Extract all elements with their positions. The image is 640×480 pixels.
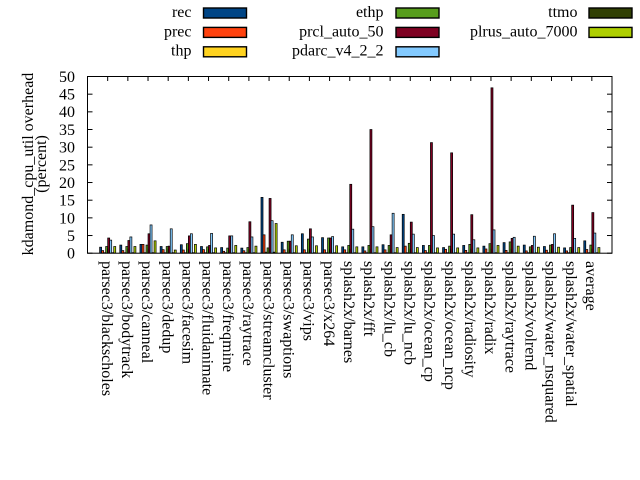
svg-text:prcl_auto_50: prcl_auto_50	[299, 23, 383, 40]
svg-text:splash2x/raytrace: splash2x/raytrace	[501, 261, 518, 373]
svg-text:parsec3/freqmine: parsec3/freqmine	[219, 261, 236, 372]
svg-text:parsec3/blackscholes: parsec3/blackscholes	[98, 261, 115, 396]
svg-text:parsec3/x264: parsec3/x264	[320, 261, 337, 346]
svg-text:ttmo: ttmo	[548, 4, 577, 21]
svg-text:20: 20	[59, 175, 75, 192]
svg-text:15: 15	[59, 193, 75, 210]
svg-text:splash2x/ocean_cp: splash2x/ocean_cp	[421, 261, 438, 382]
svg-text:parsec3/dedup: parsec3/dedup	[158, 261, 175, 353]
svg-text:0: 0	[67, 246, 75, 263]
svg-text:ethp: ethp	[356, 4, 384, 21]
svg-text:splash2x/water_spatial: splash2x/water_spatial	[562, 261, 579, 407]
svg-text:parsec3/bodytrack: parsec3/bodytrack	[118, 261, 135, 378]
svg-text:30: 30	[59, 140, 75, 157]
svg-text:5: 5	[67, 228, 75, 245]
svg-text:splash2x/volrend: splash2x/volrend	[522, 261, 539, 370]
svg-text:kdamond_cpu_util overhead: kdamond_cpu_util overhead	[20, 73, 37, 256]
svg-text:parsec3/canneal: parsec3/canneal	[138, 261, 155, 364]
svg-text:parsec3/vips: parsec3/vips	[300, 261, 317, 341]
svg-text:45: 45	[59, 87, 75, 104]
svg-text:parsec3/swaptions: parsec3/swaptions	[279, 261, 296, 378]
svg-text:(percent): (percent)	[33, 135, 50, 193]
svg-text:parsec3/fluidanimate: parsec3/fluidanimate	[199, 261, 216, 395]
svg-text:parsec3/raytrace: parsec3/raytrace	[239, 261, 256, 366]
svg-text:50: 50	[59, 69, 75, 86]
svg-text:splash2x/fft: splash2x/fft	[360, 261, 377, 337]
svg-text:splash2x/lu_ncb: splash2x/lu_ncb	[400, 261, 417, 365]
svg-text:splash2x/barnes: splash2x/barnes	[340, 261, 357, 363]
svg-text:prec: prec	[164, 23, 192, 40]
svg-text:25: 25	[59, 157, 75, 174]
svg-text:splash2x/lu_cb: splash2x/lu_cb	[380, 261, 397, 357]
svg-text:rec: rec	[172, 4, 192, 21]
svg-text:pdarc_v4_2_2: pdarc_v4_2_2	[292, 43, 384, 60]
svg-text:average: average	[582, 261, 599, 311]
svg-text:plrus_auto_7000: plrus_auto_7000	[470, 23, 578, 40]
svg-text:10: 10	[59, 210, 75, 227]
svg-text:splash2x/radiosity: splash2x/radiosity	[461, 261, 478, 377]
svg-text:parsec3/streamcluster: parsec3/streamcluster	[259, 261, 276, 400]
svg-text:thp: thp	[171, 43, 191, 60]
svg-text:splash2x/ocean_ncp: splash2x/ocean_ncp	[441, 261, 458, 390]
svg-text:splash2x/radix: splash2x/radix	[481, 261, 498, 354]
svg-text:40: 40	[59, 104, 75, 121]
svg-text:splash2x/water_nsquared: splash2x/water_nsquared	[542, 261, 559, 423]
svg-text:parsec3/facesim: parsec3/facesim	[179, 261, 196, 365]
svg-text:35: 35	[59, 122, 75, 139]
